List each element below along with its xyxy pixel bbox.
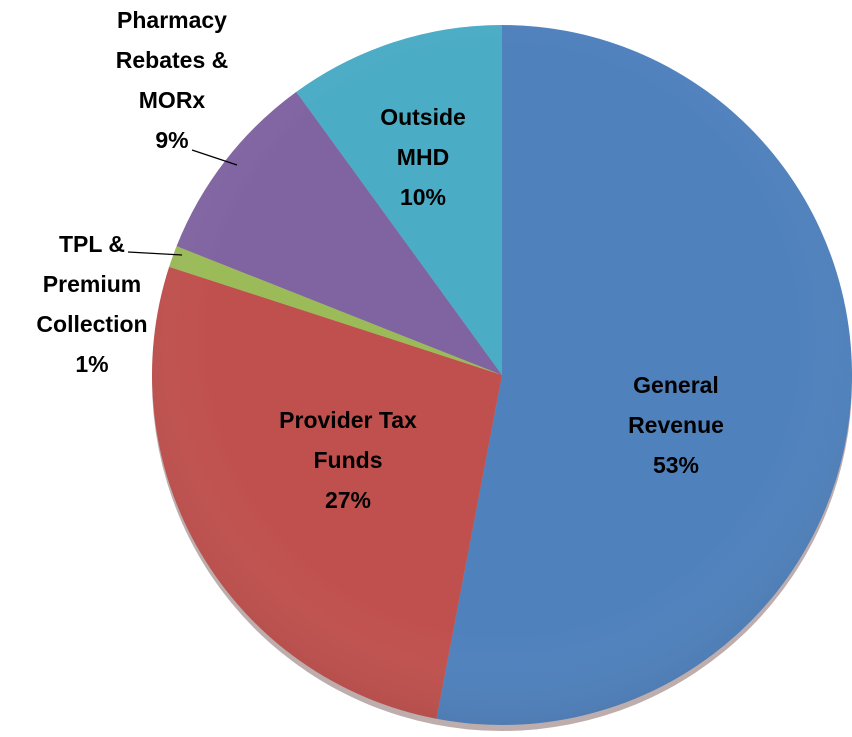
slice-label: Provider Tax Funds 27% [248,400,448,520]
category-label: Outside MHD [380,104,466,170]
category-label: TPL & Premium Collection [36,231,148,337]
slice-label: Outside MHD 10% [368,97,478,217]
value-label: 1% [75,351,109,377]
value-label: 9% [155,127,189,153]
label-box: General Revenue 53% [586,365,766,485]
slice-label: Pharmacy Rebates & MORx 9% [97,0,247,160]
slice-label: General Revenue 53% [586,365,766,485]
label-box: Outside MHD 10% [368,97,478,217]
category-label: Provider Tax Funds [279,407,417,473]
category-label: Pharmacy Rebates & MORx [115,7,229,113]
category-label: General Revenue [628,372,724,438]
label-box: TPL & Premium Collection 1% [28,224,156,384]
slice-label: TPL & Premium Collection 1% [28,224,156,384]
labels: General Revenue 53% Provider Tax Funds 27% T… [28,0,766,520]
label-box: Pharmacy Rebates & MORx 9% [97,0,247,160]
leader-line [127,251,183,256]
value-label: 53% [652,452,700,478]
leader-line [191,149,238,166]
value-label: 10% [399,184,447,210]
label-box: Provider Tax Funds 27% [248,400,448,520]
value-label: 27% [324,487,372,513]
